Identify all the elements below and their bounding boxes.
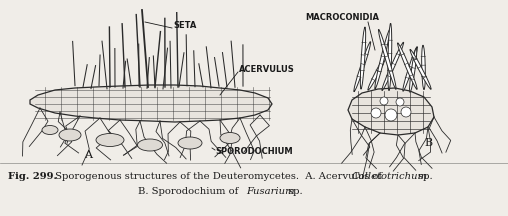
Ellipse shape: [360, 27, 366, 89]
Text: Sporogenous structures of the Deuteromycetes.  A. Acervulus of: Sporogenous structures of the Deuteromyc…: [52, 172, 385, 181]
Text: sp.: sp.: [415, 172, 433, 181]
Text: Colletotrichum: Colletotrichum: [352, 172, 428, 181]
Circle shape: [380, 97, 388, 105]
Text: B: B: [424, 138, 432, 148]
Ellipse shape: [138, 139, 163, 151]
Text: Fusarium: Fusarium: [246, 187, 295, 196]
Ellipse shape: [375, 30, 390, 89]
Ellipse shape: [220, 132, 240, 143]
Text: sp.: sp.: [285, 187, 303, 196]
Text: SETA: SETA: [173, 21, 197, 30]
Polygon shape: [348, 88, 434, 135]
Circle shape: [401, 107, 411, 117]
Ellipse shape: [398, 43, 417, 89]
Ellipse shape: [410, 49, 431, 89]
Ellipse shape: [178, 137, 202, 149]
Ellipse shape: [422, 45, 425, 90]
Circle shape: [396, 98, 404, 106]
Ellipse shape: [409, 48, 417, 92]
Text: A: A: [84, 150, 92, 160]
Ellipse shape: [403, 47, 418, 91]
Ellipse shape: [368, 55, 386, 90]
Ellipse shape: [378, 29, 396, 89]
Ellipse shape: [354, 42, 371, 92]
Polygon shape: [30, 85, 272, 122]
Text: MACROCONIDIA: MACROCONIDIA: [305, 13, 379, 22]
Ellipse shape: [388, 23, 392, 91]
Text: ACERVULUS: ACERVULUS: [239, 65, 295, 75]
Ellipse shape: [96, 133, 124, 146]
Text: Fig. 299.: Fig. 299.: [8, 172, 57, 181]
Circle shape: [385, 109, 397, 121]
Text: B. Sporodochium of: B. Sporodochium of: [138, 187, 241, 196]
Circle shape: [371, 108, 381, 118]
Text: SPORODOCHIUM: SPORODOCHIUM: [215, 148, 293, 157]
Ellipse shape: [42, 125, 58, 135]
Ellipse shape: [59, 129, 81, 141]
Ellipse shape: [382, 42, 404, 91]
